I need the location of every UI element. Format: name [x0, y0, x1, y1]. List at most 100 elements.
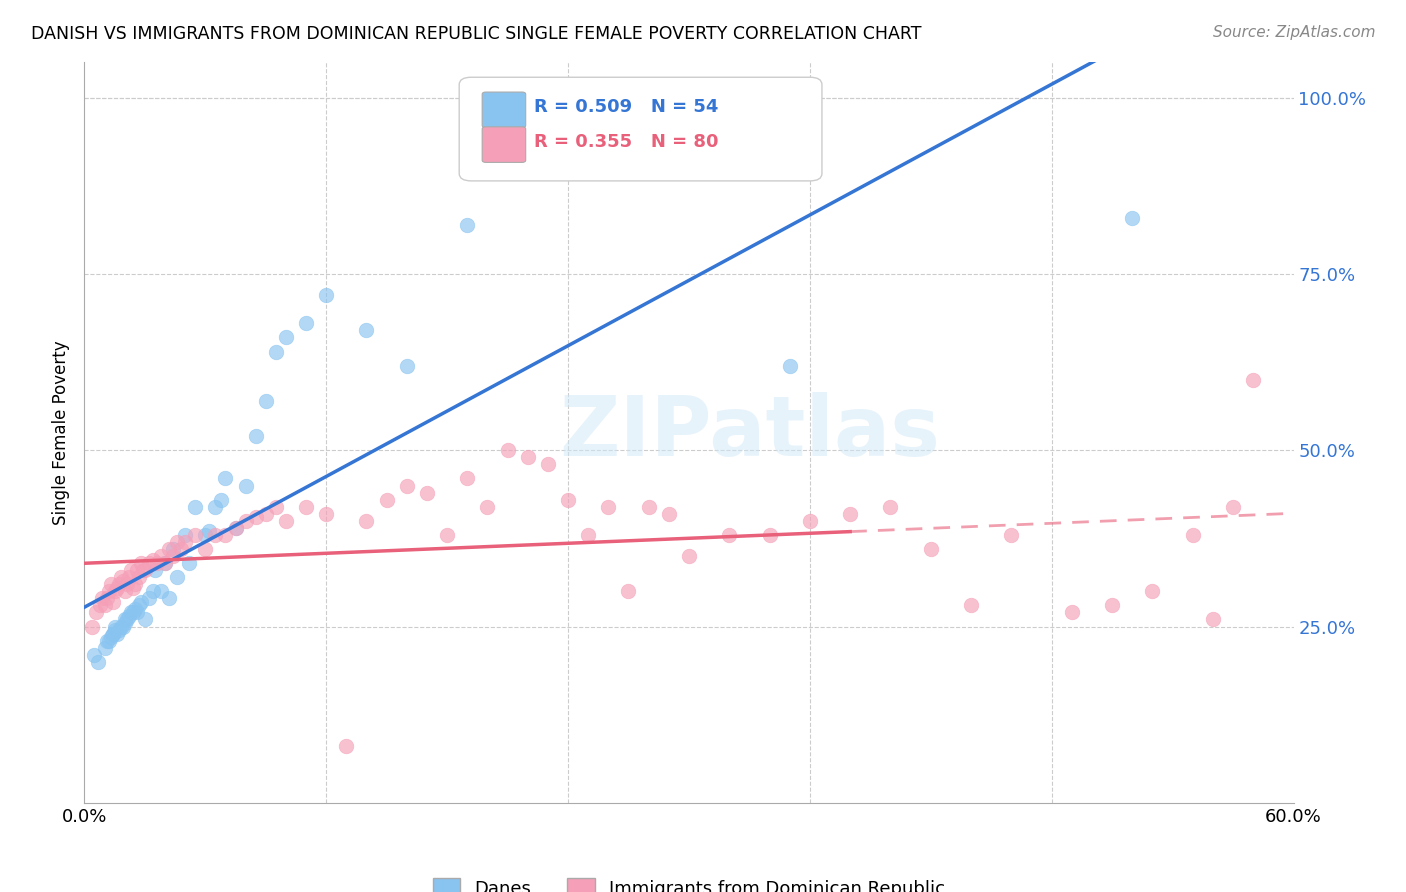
Point [138, 591, 160, 606]
Point [166, 535, 188, 549]
Point [214, 528, 236, 542]
Point [107, 577, 129, 591]
Point [1202, 612, 1225, 626]
Point [110, 570, 132, 584]
Point [198, 524, 221, 539]
Point [295, 316, 318, 330]
Point [214, 471, 236, 485]
Point [91, 591, 114, 606]
Point [146, 556, 169, 570]
Point [100, 630, 122, 644]
Point [97, 584, 120, 599]
Point [153, 556, 176, 570]
Point [149, 549, 172, 563]
Point [120, 563, 142, 577]
Point [132, 563, 155, 577]
Legend: Danes, Immigrants from Dominican Republic: Danes, Immigrants from Dominican Republi… [426, 871, 952, 892]
FancyBboxPatch shape [482, 92, 526, 128]
Text: ZIPatlas: ZIPatlas [560, 392, 939, 473]
Point [235, 514, 257, 528]
Point [110, 619, 132, 633]
Point [166, 570, 188, 584]
Point [204, 500, 226, 514]
Point [104, 584, 127, 599]
Y-axis label: Single Female Poverty: Single Female Poverty [52, 341, 70, 524]
Point [114, 615, 136, 630]
Point [86, 606, 108, 620]
Point [920, 541, 942, 556]
Point [104, 619, 127, 633]
Point [356, 514, 378, 528]
Point [516, 450, 538, 465]
Point [245, 429, 267, 443]
Point [315, 507, 337, 521]
Point [157, 591, 180, 606]
Point [124, 577, 146, 591]
Point [839, 507, 862, 521]
FancyBboxPatch shape [482, 127, 526, 162]
Point [124, 602, 146, 616]
Point [1121, 211, 1143, 225]
Point [129, 556, 152, 570]
Point [114, 612, 136, 626]
Point [1101, 599, 1123, 613]
Point [97, 633, 120, 648]
Point [274, 514, 297, 528]
Point [125, 563, 148, 577]
Point [477, 500, 499, 514]
Point [125, 606, 148, 620]
Point [225, 521, 247, 535]
Point [107, 623, 129, 637]
Point [436, 528, 458, 542]
Point [121, 581, 143, 595]
Text: DANISH VS IMMIGRANTS FROM DOMINICAN REPUBLIC SINGLE FEMALE POVERTY CORRELATION C: DANISH VS IMMIGRANTS FROM DOMINICAN REPU… [31, 25, 921, 43]
Point [315, 288, 337, 302]
Point [264, 500, 287, 514]
Point [658, 507, 681, 521]
Point [111, 574, 134, 588]
Point [225, 521, 247, 535]
Point [416, 485, 439, 500]
Point [120, 606, 142, 620]
Point [101, 626, 124, 640]
Point [1000, 528, 1022, 542]
Point [356, 323, 378, 337]
Point [335, 739, 357, 754]
Point [799, 514, 821, 528]
Point [274, 330, 297, 344]
Point [129, 595, 152, 609]
Point [87, 655, 110, 669]
Point [138, 556, 160, 570]
Point [179, 556, 201, 570]
Point [96, 633, 118, 648]
Point [456, 218, 478, 232]
Point [142, 584, 165, 599]
Point [576, 528, 599, 542]
Point [93, 599, 115, 613]
Point [149, 584, 172, 599]
Point [1222, 500, 1244, 514]
Point [194, 541, 217, 556]
Point [718, 528, 741, 542]
Point [142, 552, 165, 566]
Text: R = 0.355   N = 80: R = 0.355 N = 80 [534, 133, 718, 151]
Point [115, 577, 138, 591]
Point [1241, 373, 1264, 387]
Point [1181, 528, 1204, 542]
Point [162, 541, 184, 556]
Point [101, 595, 124, 609]
Point [184, 500, 207, 514]
Point [960, 599, 983, 613]
Point [105, 626, 128, 640]
Text: R = 0.509   N = 54: R = 0.509 N = 54 [534, 98, 718, 116]
Point [1142, 584, 1164, 599]
Point [100, 577, 122, 591]
Point [143, 563, 166, 577]
Point [617, 584, 640, 599]
Point [194, 528, 217, 542]
Point [395, 359, 418, 373]
Point [456, 471, 478, 485]
Point [537, 458, 560, 472]
Point [295, 500, 318, 514]
Point [557, 492, 579, 507]
